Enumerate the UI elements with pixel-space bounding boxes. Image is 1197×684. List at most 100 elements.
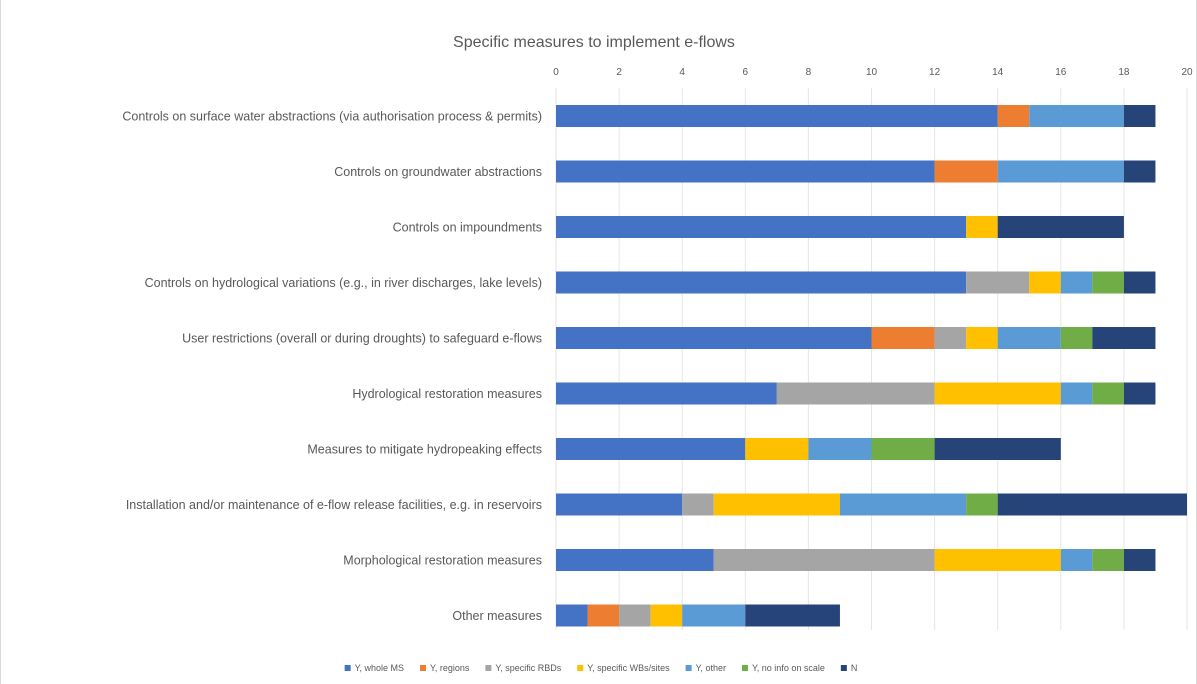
- bar-segment-4-series-6: [1092, 271, 1124, 294]
- bar-segment-8-series-1: [556, 493, 683, 516]
- legend-item-3: Y, specific RBDs: [485, 663, 562, 673]
- legend-swatch-7: [840, 665, 847, 671]
- category-label-7: Measures to mitigate hydropeaking effect…: [307, 443, 542, 457]
- legend-swatch-5: [685, 665, 692, 671]
- legend-item-2: Y, regions: [420, 663, 470, 673]
- bar-row-3: [556, 216, 1124, 238]
- x-tick-label-6: 6: [743, 67, 749, 78]
- legend-label-7: N: [851, 663, 858, 673]
- category-label-5: User restrictions (overall or during dro…: [182, 332, 542, 346]
- bar-segment-7-series-5: [808, 438, 872, 460]
- legend-label-4: Y, specific WBs/sites: [587, 663, 670, 673]
- bar-segment-7-series-4: [745, 438, 809, 460]
- x-tick-label-2: 2: [616, 67, 622, 78]
- bar-segment-5-series-5: [997, 327, 1061, 349]
- x-tick-label-12: 12: [929, 67, 941, 78]
- bar-segment-7-series-6: [871, 438, 935, 460]
- legend-swatch-2: [420, 665, 427, 671]
- bar-segment-5-series-2: [871, 327, 935, 349]
- x-tick-label-4: 4: [679, 67, 685, 78]
- bar-segment-9-series-7: [1123, 549, 1156, 571]
- bar-segment-2-series-1: [556, 160, 935, 183]
- category-label-4: Controls on hydrological variations (e.g…: [145, 276, 542, 290]
- bar-segment-4-series-7: [1123, 271, 1156, 294]
- x-tick-label-10: 10: [866, 67, 878, 78]
- category-label-2: Controls on groundwater abstractions: [334, 165, 542, 179]
- legend-label-5: Y, other: [696, 663, 726, 673]
- bar-segment-8-series-6: [966, 493, 998, 516]
- bar-segment-5-series-6: [1060, 327, 1093, 349]
- legend-label-6: Y, no info on scale: [752, 663, 825, 673]
- legend-item-6: Y, no info on scale: [741, 663, 825, 673]
- legend-label-3: Y, specific RBDs: [495, 663, 561, 673]
- legend-item-5: Y, other: [685, 663, 726, 673]
- bar-segment-1-series-2: [997, 105, 1030, 127]
- bar-segment-10-series-1: [556, 604, 588, 627]
- bar-segment-8-series-5: [839, 493, 967, 516]
- bar-segment-8-series-3: [682, 493, 714, 516]
- bar-segment-8-series-7: [997, 493, 1187, 516]
- bar-segment-10-series-5: [682, 604, 746, 627]
- bar-segment-1-series-1: [556, 105, 998, 127]
- bar-segment-4-series-1: [556, 271, 967, 294]
- legend-label-2: Y, regions: [430, 663, 470, 673]
- bar-segment-1-series-5: [1029, 105, 1124, 127]
- bar-segment-2-series-2: [934, 160, 998, 183]
- legend-label-1: Y, whole MS: [355, 663, 404, 673]
- bar-row-2: [556, 160, 1156, 183]
- legend-swatch-1: [344, 665, 351, 671]
- category-labels: Controls on surface water abstractions (…: [122, 110, 542, 624]
- bar-segment-1-series-7: [1123, 105, 1156, 127]
- bar-row-1: [556, 105, 1156, 127]
- legend-item-4: Y, specific WBs/sites: [577, 663, 670, 673]
- bar-segment-3-series-7: [997, 216, 1124, 238]
- bar-segment-3-series-4: [966, 216, 998, 238]
- bar-segment-3-series-1: [556, 216, 967, 238]
- bar-segment-5-series-3: [934, 327, 967, 349]
- bar-segment-6-series-1: [556, 382, 777, 405]
- bar-row-6: [556, 382, 1156, 405]
- category-label-6: Hydrological restoration measures: [352, 387, 542, 401]
- x-tick-label-16: 16: [1055, 67, 1067, 78]
- bar-segment-4-series-3: [966, 271, 1030, 294]
- bar-segments: [556, 105, 1187, 627]
- bar-segment-7-series-1: [556, 438, 746, 460]
- bar-row-4: [556, 271, 1156, 294]
- legend-item-1: Y, whole MS: [344, 663, 404, 673]
- bar-segment-6-series-3: [776, 382, 935, 405]
- category-label-8: Installation and/or maintenance of e-flo…: [126, 498, 542, 512]
- bar-segment-10-series-2: [587, 604, 620, 627]
- bar-segment-6-series-7: [1123, 382, 1156, 405]
- x-tick-label-18: 18: [1118, 67, 1130, 78]
- bar-row-10: [556, 604, 840, 627]
- bar-row-9: [556, 549, 1156, 571]
- category-label-9: Morphological restoration measures: [343, 554, 542, 568]
- bar-segment-6-series-5: [1060, 382, 1093, 405]
- bar-segment-9-series-3: [713, 549, 935, 571]
- bar-segment-4-series-4: [1029, 271, 1061, 294]
- bar-segment-5-series-7: [1092, 327, 1156, 349]
- bar-segment-6-series-6: [1092, 382, 1124, 405]
- bar-segment-4-series-5: [1060, 271, 1093, 294]
- bar-segment-2-series-5: [997, 160, 1124, 183]
- bar-segment-9-series-5: [1060, 549, 1093, 571]
- category-label-1: Controls on surface water abstractions (…: [122, 110, 542, 124]
- bar-segment-5-series-4: [966, 327, 998, 349]
- bar-segment-10-series-3: [619, 604, 651, 627]
- bar-segment-7-series-7: [934, 438, 1061, 460]
- chart-title: Specific measures to implement e-flows: [453, 34, 735, 51]
- bar-segment-5-series-1: [556, 327, 872, 349]
- bar-segment-10-series-4: [650, 604, 683, 627]
- legend-swatch-6: [741, 665, 748, 671]
- legend-swatch-3: [485, 665, 492, 671]
- bar-segment-8-series-4: [713, 493, 840, 516]
- category-label-10: Other measures: [452, 609, 542, 623]
- bar-segment-9-series-6: [1092, 549, 1124, 571]
- bar-segment-2-series-7: [1123, 160, 1156, 183]
- bar-row-8: [556, 493, 1187, 516]
- bar-segment-6-series-4: [934, 382, 1061, 405]
- category-label-3: Controls on impoundments: [393, 221, 542, 235]
- bar-segment-9-series-4: [934, 549, 1061, 571]
- legend-item-7: N: [840, 663, 858, 673]
- bar-segment-9-series-1: [556, 549, 714, 571]
